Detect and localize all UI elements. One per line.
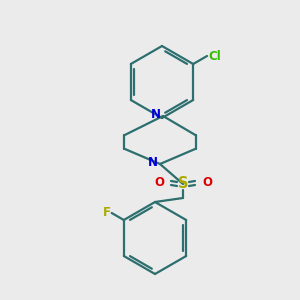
- Text: S: S: [178, 176, 188, 191]
- Text: N: N: [151, 109, 161, 122]
- Text: F: F: [103, 206, 111, 220]
- Text: O: O: [202, 176, 212, 190]
- Text: Cl: Cl: [208, 50, 221, 62]
- Text: O: O: [154, 176, 164, 190]
- Text: N: N: [148, 157, 158, 169]
